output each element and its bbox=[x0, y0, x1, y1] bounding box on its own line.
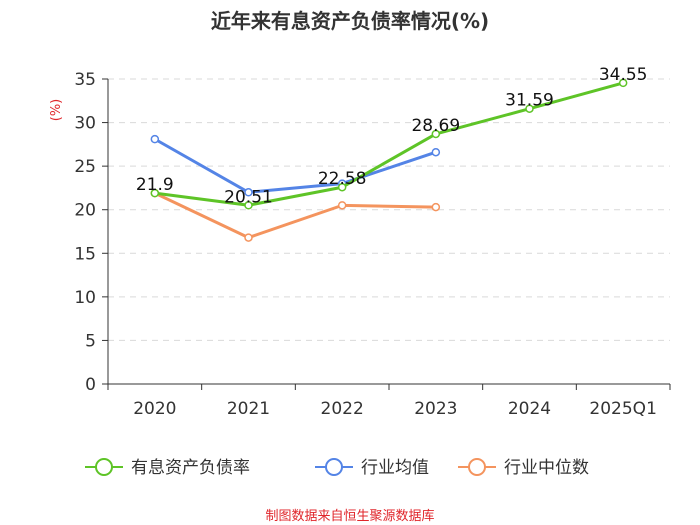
series-有息资产负债率 bbox=[150, 78, 628, 210]
x-tick-label: 2022 bbox=[321, 399, 364, 419]
legend-circle-marker bbox=[95, 458, 113, 476]
legend-label: 行业中位数 bbox=[504, 458, 589, 478]
legend-item: 有息资产负债率 bbox=[85, 458, 250, 478]
series-group bbox=[150, 78, 628, 242]
source-note: 制图数据来自恒生聚源数据库 bbox=[265, 508, 434, 524]
data-point bbox=[525, 104, 534, 113]
data-label: 22.58 bbox=[318, 169, 367, 189]
data-point bbox=[431, 147, 441, 157]
legend-circle-marker bbox=[468, 458, 486, 476]
y-tick-label: 25 bbox=[74, 157, 96, 177]
data-point bbox=[337, 182, 347, 192]
y-tick-label: 35 bbox=[74, 70, 96, 90]
axes: 0 5 10 15 20 25 30 35 2020 2021 2022 2023 2024 2025Q1 bbox=[74, 70, 671, 419]
y-tick-label: 5 bbox=[85, 331, 96, 351]
y-tick-label: 10 bbox=[74, 288, 96, 308]
grid-lines bbox=[108, 78, 670, 341]
data-label: 34.55 bbox=[599, 65, 648, 85]
legend-item: 行业均值 bbox=[315, 458, 429, 478]
series-line bbox=[154, 191, 436, 240]
y-tick-label: 30 bbox=[74, 114, 96, 134]
series-line bbox=[154, 81, 624, 207]
legend-circle-marker bbox=[325, 458, 343, 476]
data-point bbox=[150, 134, 160, 144]
x-tick-label: 2023 bbox=[414, 399, 457, 419]
data-point bbox=[244, 233, 253, 242]
x-tick-label: 2024 bbox=[508, 399, 551, 419]
x-tick-label: 2025Q1 bbox=[589, 399, 656, 419]
data-labels: 21.9 20.51 22.58 28.69 31.59 34.55 bbox=[136, 65, 648, 207]
data-label: 28.69 bbox=[411, 116, 460, 136]
data-label: 21.9 bbox=[136, 175, 174, 195]
y-tick-label: 15 bbox=[74, 244, 96, 264]
data-point bbox=[431, 202, 441, 212]
legend-item: 行业中位数 bbox=[458, 458, 589, 478]
data-point bbox=[337, 201, 347, 210]
data-point bbox=[244, 188, 253, 197]
x-tick-label: 2021 bbox=[227, 399, 270, 419]
data-label: 20.51 bbox=[224, 187, 273, 207]
data-point bbox=[618, 78, 628, 88]
legend-label: 有息资产负债率 bbox=[131, 458, 250, 478]
y-tick-label: 20 bbox=[74, 201, 96, 221]
legend: 有息资产负债率 行业均值 行业中位数 bbox=[85, 458, 589, 478]
data-point bbox=[244, 201, 253, 210]
legend-label: 行业均值 bbox=[361, 458, 429, 478]
x-tick-label: 2020 bbox=[133, 399, 176, 419]
data-point bbox=[431, 129, 441, 139]
data-point bbox=[150, 188, 160, 198]
y-axis-unit-label: (%) bbox=[49, 99, 64, 122]
chart-title: 近年来有息资产负债率情况(%) bbox=[211, 9, 489, 33]
series-行业均值 bbox=[150, 134, 441, 197]
series-line bbox=[154, 137, 437, 194]
y-tick-label: 0 bbox=[85, 375, 96, 395]
data-label: 31.59 bbox=[505, 91, 554, 111]
